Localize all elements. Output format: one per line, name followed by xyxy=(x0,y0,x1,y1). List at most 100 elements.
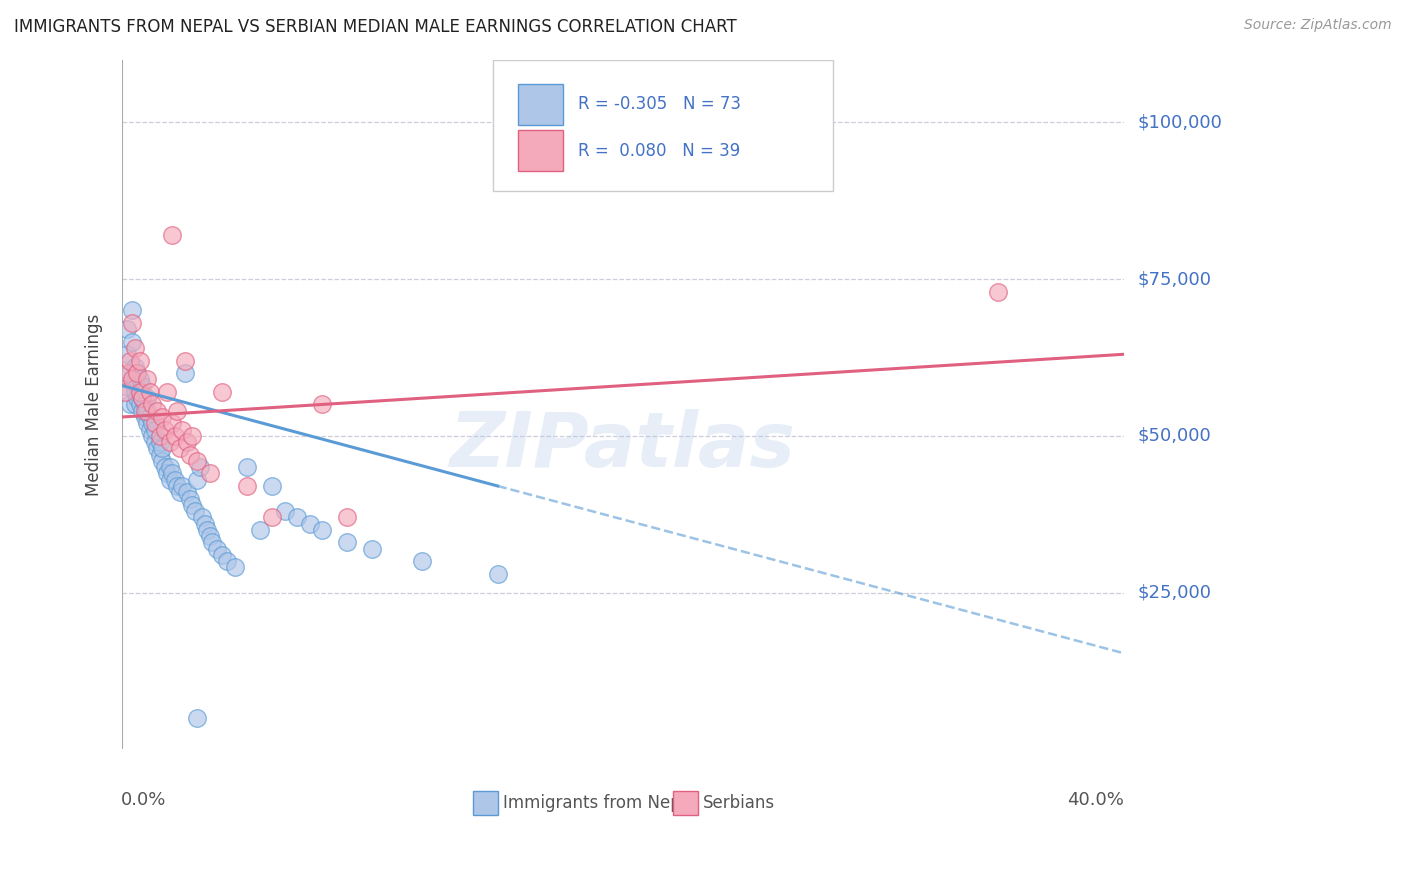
Point xyxy=(198,529,221,543)
Point xyxy=(336,535,359,549)
Point xyxy=(138,384,160,399)
Point xyxy=(169,442,191,456)
Point xyxy=(121,316,143,330)
Point xyxy=(124,372,146,386)
Point xyxy=(411,554,433,568)
Point xyxy=(186,711,208,725)
Point xyxy=(128,384,150,399)
Text: Source: ZipAtlas.com: Source: ZipAtlas.com xyxy=(1244,18,1392,32)
Point xyxy=(201,535,224,549)
Text: $100,000: $100,000 xyxy=(1137,113,1222,131)
Bar xyxy=(673,790,697,814)
Text: 40.0%: 40.0% xyxy=(1067,790,1123,809)
FancyBboxPatch shape xyxy=(492,60,834,191)
Point xyxy=(115,366,138,380)
Point xyxy=(188,460,211,475)
Point xyxy=(163,473,186,487)
Point xyxy=(262,510,284,524)
Point xyxy=(125,366,148,380)
Point xyxy=(987,285,1010,299)
Point xyxy=(224,560,246,574)
Point xyxy=(195,523,218,537)
Text: R =  0.080   N = 39: R = 0.080 N = 39 xyxy=(578,142,740,160)
Point xyxy=(128,372,150,386)
Point xyxy=(125,378,148,392)
Point xyxy=(160,228,183,243)
Point xyxy=(124,384,146,399)
Text: ZIPatlas: ZIPatlas xyxy=(450,409,796,483)
Point xyxy=(173,366,195,380)
Point xyxy=(114,378,136,392)
Point xyxy=(128,353,150,368)
Point xyxy=(186,454,208,468)
Point xyxy=(191,510,214,524)
Point xyxy=(118,353,141,368)
Point xyxy=(211,548,233,562)
Point xyxy=(361,541,384,556)
Point xyxy=(114,384,136,399)
Point xyxy=(160,417,183,431)
Point xyxy=(131,378,153,392)
Point xyxy=(141,417,163,431)
Point xyxy=(118,366,141,380)
Point xyxy=(141,429,163,443)
Point xyxy=(121,334,143,349)
Point xyxy=(150,409,173,424)
Point xyxy=(146,442,169,456)
Point xyxy=(181,429,204,443)
Point xyxy=(131,403,153,417)
Text: $75,000: $75,000 xyxy=(1137,270,1212,288)
Point xyxy=(131,391,153,405)
Point xyxy=(217,554,239,568)
Point xyxy=(141,397,163,411)
Y-axis label: Median Male Earnings: Median Male Earnings xyxy=(86,313,103,496)
Point xyxy=(124,341,146,355)
Point xyxy=(166,403,188,417)
Point xyxy=(160,467,183,481)
Point xyxy=(128,397,150,411)
Point xyxy=(186,473,208,487)
Point xyxy=(115,322,138,336)
Point xyxy=(205,541,228,556)
Text: 0.0%: 0.0% xyxy=(121,790,166,809)
Point xyxy=(128,384,150,399)
Point xyxy=(311,523,333,537)
Point xyxy=(150,442,173,456)
Point xyxy=(136,417,159,431)
Point xyxy=(236,479,259,493)
Point xyxy=(131,391,153,405)
Point xyxy=(146,403,169,417)
Bar xyxy=(517,84,562,125)
Point xyxy=(138,423,160,437)
Point xyxy=(285,510,308,524)
Point xyxy=(121,372,143,386)
Text: IMMIGRANTS FROM NEPAL VS SERBIAN MEDIAN MALE EARNINGS CORRELATION CHART: IMMIGRANTS FROM NEPAL VS SERBIAN MEDIAN … xyxy=(14,18,737,36)
Bar xyxy=(472,790,498,814)
Point xyxy=(136,391,159,405)
Point xyxy=(172,423,194,437)
Point xyxy=(181,498,204,512)
Point xyxy=(176,435,198,450)
Text: Immigrants from Nepal: Immigrants from Nepal xyxy=(502,794,695,812)
Point xyxy=(156,467,179,481)
Bar xyxy=(517,130,562,171)
Point xyxy=(136,372,159,386)
Point xyxy=(134,403,156,417)
Point xyxy=(311,397,333,411)
Point xyxy=(198,467,221,481)
Text: Serbians: Serbians xyxy=(703,794,775,812)
Point xyxy=(149,435,172,450)
Point xyxy=(143,435,166,450)
Point xyxy=(211,384,233,399)
Point xyxy=(179,448,201,462)
Point xyxy=(156,384,179,399)
Point xyxy=(249,523,271,537)
Point xyxy=(166,479,188,493)
Point xyxy=(149,429,172,443)
Point xyxy=(262,479,284,493)
Point xyxy=(150,454,173,468)
Point xyxy=(159,460,181,475)
Point xyxy=(163,429,186,443)
Point xyxy=(194,516,217,531)
Point xyxy=(153,423,176,437)
